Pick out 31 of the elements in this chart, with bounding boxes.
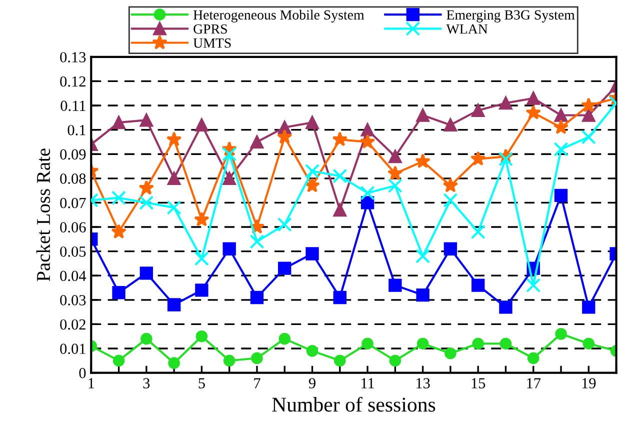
x-tick-label: 1 [88, 378, 94, 388]
y-tick-label: 0.01 [60, 344, 86, 354]
y-tick-label: 0.05 [60, 246, 86, 257]
legend-label: GPRS [194, 24, 227, 34]
x-tick-label: 13 [416, 378, 430, 388]
x-tick-label: 9 [308, 378, 316, 388]
x-tick-label: 11 [362, 378, 374, 388]
y-tick-label: 0.03 [60, 295, 86, 306]
y-tick-label: 0.07 [60, 198, 86, 208]
legend-label: WLAN [446, 24, 488, 34]
y-tick-label: 0.12 [60, 76, 86, 87]
x-tick-label: 17 [527, 378, 541, 388]
x-tick-label: 7 [254, 378, 260, 388]
y-tick-label: 0.09 [60, 149, 86, 160]
y-tick-label: 0.1 [68, 124, 86, 136]
x-tick-label: 3 [143, 378, 150, 388]
legend-label: Emerging B3G System [446, 10, 575, 22]
y-tick-label: 0.04 [60, 270, 86, 282]
y-tick-label: 0.02 [60, 319, 86, 330]
x-tick-label: 15 [472, 378, 486, 388]
legend-label: Heterogeneous Mobile System [193, 10, 364, 22]
y-tick-label: 0 [79, 368, 86, 378]
x-tick-label: 19 [582, 378, 596, 388]
y-tick-label: 0.08 [60, 174, 86, 184]
y-axis-title: Packet Loss Rate [36, 148, 50, 282]
y-tick-label: 0.13 [60, 52, 86, 62]
y-tick-label: 0.11 [60, 100, 86, 112]
y-tick-label: 0.06 [60, 222, 86, 233]
x-tick-label: 5 [198, 378, 205, 388]
x-axis-title: Number of sessions [272, 396, 436, 412]
legend-label: UMTS [193, 38, 231, 48]
